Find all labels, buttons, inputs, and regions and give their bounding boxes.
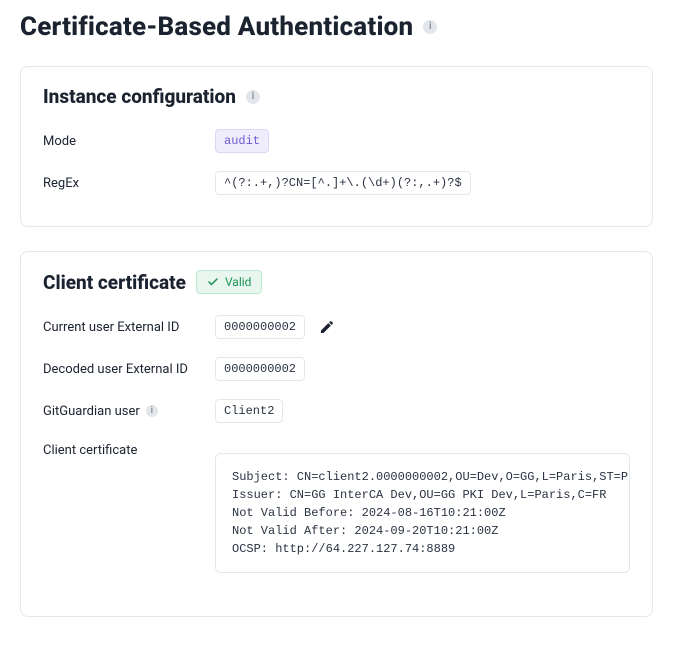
- info-icon[interactable]: i: [246, 90, 260, 104]
- status-label: Valid: [225, 275, 252, 289]
- gg-user-row: GitGuardian user i Client2: [43, 390, 630, 432]
- current-ext-id-label: Current user External ID: [43, 320, 203, 335]
- regex-row: RegEx ^(?:.+,)?CN=[^.]+\.(\d+)(?:,.+)?$: [43, 162, 630, 204]
- gg-user-label: GitGuardian user i: [43, 404, 203, 419]
- page-title-row: Certificate-Based Authentication i: [20, 12, 653, 42]
- client-cert-title: Client certificate: [43, 271, 186, 294]
- info-icon[interactable]: i: [423, 20, 437, 34]
- instance-config-card: Instance configuration i Mode audit RegE…: [20, 66, 653, 227]
- section-title-row: Instance configuration i: [43, 85, 630, 108]
- instance-config-title: Instance configuration: [43, 85, 236, 108]
- gg-user-value: Client2: [215, 399, 283, 423]
- check-icon: [207, 276, 219, 288]
- mode-badge: audit: [215, 129, 269, 153]
- decoded-ext-id-label: Decoded user External ID: [43, 362, 203, 377]
- regex-label: RegEx: [43, 176, 203, 191]
- info-icon[interactable]: i: [146, 405, 158, 417]
- page-title: Certificate-Based Authentication: [20, 12, 413, 42]
- decoded-ext-id-value: 0000000002: [215, 357, 305, 381]
- certificate-row: Client certificate Subject: CN=client2.0…: [43, 432, 630, 594]
- current-ext-id-value: 0000000002: [215, 315, 305, 339]
- client-cert-card: Client certificate Valid Current user Ex…: [20, 251, 653, 617]
- section-title-row: Client certificate Valid: [43, 270, 630, 294]
- decoded-ext-id-row: Decoded user External ID 0000000002: [43, 348, 630, 390]
- mode-label: Mode: [43, 134, 203, 149]
- certificate-label: Client certificate: [43, 441, 203, 458]
- regex-value: ^(?:.+,)?CN=[^.]+\.(\d+)(?:,.+)?$: [215, 171, 471, 195]
- status-badge: Valid: [196, 270, 263, 294]
- certificate-block: Subject: CN=client2.0000000002,OU=Dev,O=…: [215, 453, 630, 573]
- edit-external-id-button[interactable]: [317, 317, 337, 337]
- mode-row: Mode audit: [43, 120, 630, 162]
- pencil-icon: [319, 319, 335, 335]
- current-ext-id-row: Current user External ID 0000000002: [43, 306, 630, 348]
